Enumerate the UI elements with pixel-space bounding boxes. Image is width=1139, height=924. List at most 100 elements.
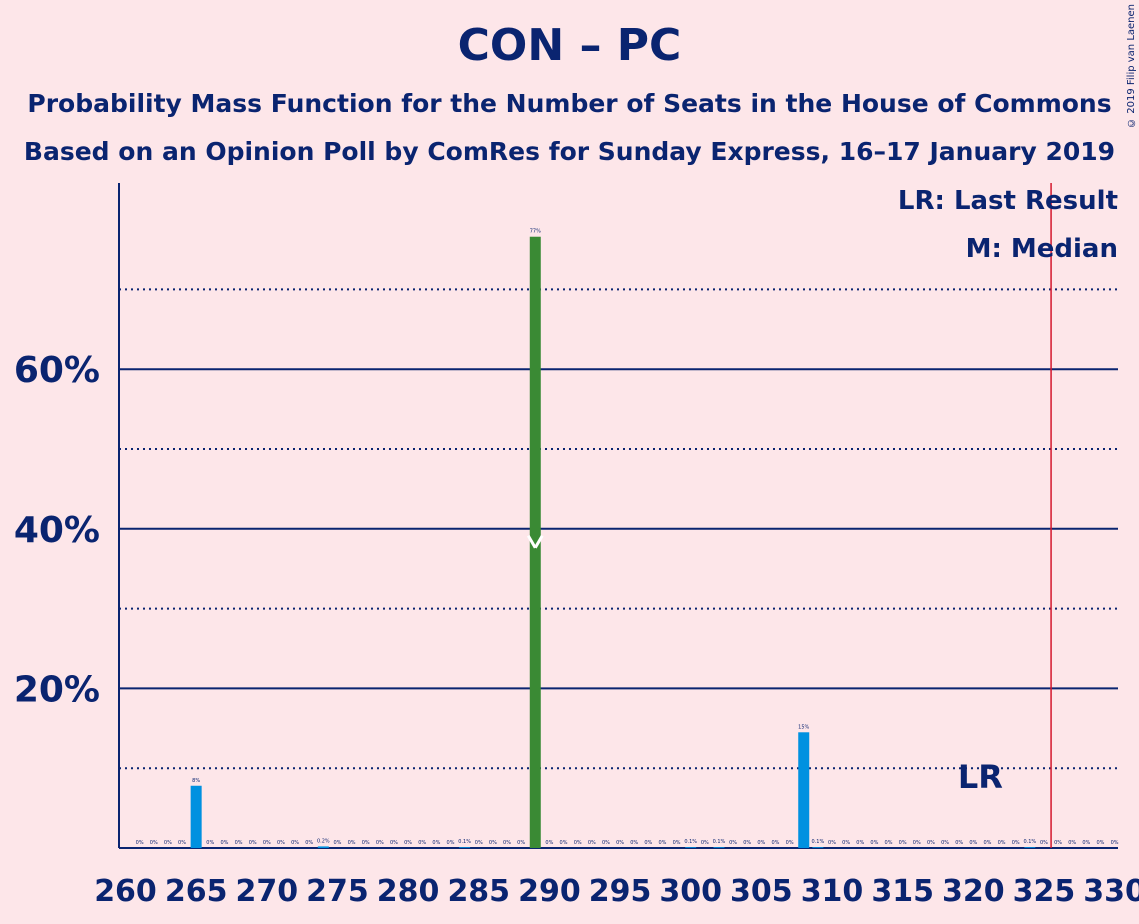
x-tick-label: 260	[94, 874, 157, 909]
bar-value-label: 0.1%	[812, 839, 825, 845]
bar-value-label: 0%	[743, 840, 751, 846]
bar-value-label: 0%	[969, 840, 977, 846]
bar-value-label: 15%	[798, 724, 809, 730]
bar-value-label: 0%	[475, 840, 483, 846]
bar-value-label: 0%	[1111, 840, 1119, 846]
bar-value-label: 0%	[842, 840, 850, 846]
bar-value-label: 0%	[503, 840, 511, 846]
gridlines	[118, 183, 1118, 849]
bar-value-label: 0%	[701, 840, 709, 846]
bar-value-label: 0%	[941, 840, 949, 846]
bar-value-label: 0%	[305, 840, 313, 846]
bar-value-label: 0%	[870, 840, 878, 846]
bar-value-label: 0%	[1082, 840, 1090, 846]
bar-value-label: 0%	[489, 840, 497, 846]
bar-value-label: 0%	[432, 840, 440, 846]
bar-value-label: 77%	[530, 229, 541, 235]
bar-value-label: 0%	[277, 840, 285, 846]
bar-value-label: 0%	[376, 840, 384, 846]
bar-value-label: 0%	[658, 840, 666, 846]
bar-value-label: 0%	[1012, 840, 1020, 846]
bar	[1024, 847, 1036, 848]
y-axis-labels: 20% 40% 60%	[14, 350, 100, 710]
last-result-marker: LR	[958, 758, 1003, 796]
x-tick-label: 275	[306, 874, 369, 909]
bar-value-label: 0%	[927, 840, 935, 846]
bar-value-label: 0%	[955, 840, 963, 846]
bar-value-label: 0%	[291, 840, 299, 846]
median-marker-left	[526, 535, 537, 549]
bar-value-label: 0%	[545, 840, 553, 846]
x-tick-label: 320	[942, 874, 1005, 909]
bar-value-label: 0%	[150, 840, 158, 846]
bar-value-label: 0%	[729, 840, 737, 846]
bar-value-label: 0.1%	[713, 839, 726, 845]
bar-value-label: 0%	[786, 840, 794, 846]
bar-value-label: 0%	[588, 840, 596, 846]
bar	[713, 847, 725, 848]
legend-median: M: Median	[966, 234, 1118, 264]
bar-value-label: 0%	[673, 840, 681, 846]
bar	[190, 785, 202, 848]
bar-value-label: 0%	[856, 840, 864, 846]
bar-value-label: 0%	[220, 840, 228, 846]
x-tick-label: 325	[1013, 874, 1076, 909]
bar-value-label: 0%	[913, 840, 921, 846]
x-axis-labels: 260 265 270 275 280 285 290 295 300 305 310 315 320 3…	[94, 874, 1139, 909]
bars	[190, 236, 1036, 848]
bar-value-label: 0.2%	[317, 838, 330, 844]
chart-overlay: LR	[958, 183, 1052, 848]
bar-value-label: 0%	[263, 840, 271, 846]
bar-value-label: 0.1%	[1023, 839, 1036, 845]
bar-value-label: 0%	[828, 840, 836, 846]
bar-value-label: 0%	[333, 840, 341, 846]
bar-value-label: 0%	[644, 840, 652, 846]
bar-value-label: 0%	[178, 840, 186, 846]
y-tick-label: 40%	[14, 510, 100, 551]
bar-value-label: 0%	[164, 840, 172, 846]
bar-value-label: 0%	[136, 840, 144, 846]
chart-title: CON – PC	[457, 20, 682, 71]
bar-value-label: 0%	[616, 840, 624, 846]
bar-value-label: 0%	[249, 840, 257, 846]
bar-value-label: 0%	[418, 840, 426, 846]
x-tick-label: 330	[1083, 874, 1139, 909]
bar-value-label: 0%	[885, 840, 893, 846]
x-tick-label: 270	[235, 874, 298, 909]
x-tick-label: 315	[871, 874, 934, 909]
bar-labels: 0% 0% 0% 0% 8% 0% 0% 0% 0% 0% 0% 0% 0% 0.2% 0% 0% 0% 0% 0%…	[136, 229, 1119, 846]
bar	[459, 847, 471, 848]
x-tick-label: 285	[447, 874, 510, 909]
bar-value-label: 0%	[348, 840, 356, 846]
bar-value-label: 0%	[206, 840, 214, 846]
bar-value-label: 0%	[235, 840, 243, 846]
bar-value-label: 0%	[899, 840, 907, 846]
bar	[685, 847, 697, 848]
bar-value-label: 8%	[192, 778, 200, 784]
bar	[798, 732, 810, 848]
bar-value-label: 0%	[1040, 840, 1048, 846]
bar-value-label: 0%	[1068, 840, 1076, 846]
bar-value-label: 0%	[772, 840, 780, 846]
bar	[317, 846, 329, 848]
bar-value-label: 0%	[602, 840, 610, 846]
x-tick-label: 295	[589, 874, 652, 909]
bar-value-label: 0%	[517, 840, 525, 846]
bar-value-label: 0%	[757, 840, 765, 846]
x-tick-label: 300	[659, 874, 722, 909]
bar-value-label: 0%	[1097, 840, 1105, 846]
x-tick-label: 265	[165, 874, 228, 909]
y-tick-label: 60%	[14, 350, 100, 391]
bar-value-label: 0%	[560, 840, 568, 846]
bar-value-label: 0.1%	[458, 839, 471, 845]
chart-subtitle-1: Probability Mass Function for the Number…	[27, 89, 1112, 118]
y-tick-label: 20%	[14, 669, 100, 710]
bar-value-label: 0%	[998, 840, 1006, 846]
bar-value-label: 0%	[983, 840, 991, 846]
bar-value-label: 0%	[362, 840, 370, 846]
bar	[529, 236, 541, 848]
x-tick-label: 290	[518, 874, 581, 909]
x-tick-label: 310	[801, 874, 864, 909]
x-tick-label: 280	[377, 874, 440, 909]
